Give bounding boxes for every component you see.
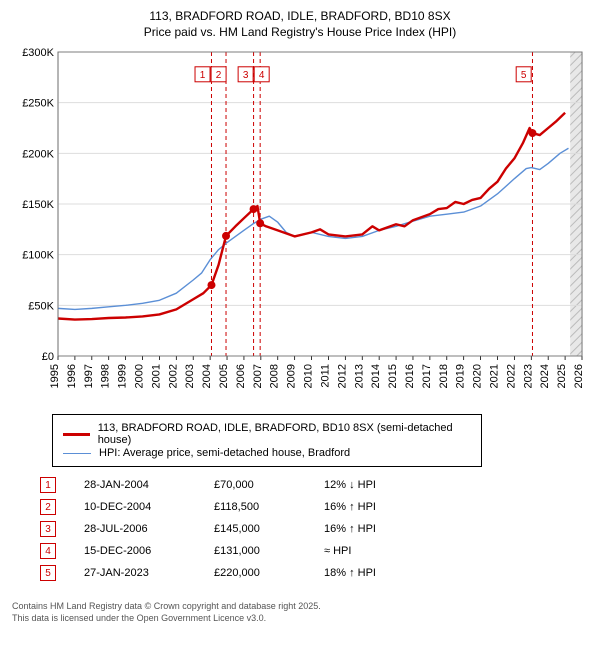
tx-price: £220,000 — [214, 567, 324, 579]
svg-text:1: 1 — [200, 70, 206, 81]
svg-text:2016: 2016 — [404, 364, 416, 388]
svg-text:2010: 2010 — [303, 364, 315, 388]
title-line-1: 113, BRADFORD ROAD, IDLE, BRADFORD, BD10… — [12, 8, 588, 24]
legend-swatch — [63, 433, 90, 436]
svg-text:2015: 2015 — [387, 364, 399, 388]
svg-text:£150K: £150K — [22, 199, 54, 211]
transaction-table: 1 28-JAN-2004£70,00012% ↓ HPI 2 10-DEC-2004… — [40, 477, 588, 581]
svg-text:2009: 2009 — [286, 364, 298, 388]
footer-line-2: This data is licensed under the Open Gov… — [12, 613, 600, 625]
legend-row: HPI: Average price, semi-detached house,… — [63, 447, 471, 459]
svg-text:2002: 2002 — [167, 364, 179, 388]
price-chart: £0 £50K £100K £150K £200K £250K £300K 1995 1996 1… — [12, 46, 588, 406]
svg-text:2012: 2012 — [336, 364, 348, 388]
svg-text:£300K: £300K — [22, 47, 54, 59]
tx-delta: 16% ↑ HPI — [324, 523, 444, 535]
tx-delta: ≈ HPI — [324, 545, 444, 557]
tx-price: £131,000 — [214, 545, 324, 557]
svg-text:1998: 1998 — [100, 364, 112, 388]
svg-text:2017: 2017 — [421, 364, 433, 388]
tx-marker: 1 — [40, 477, 56, 493]
svg-text:2007: 2007 — [252, 364, 264, 388]
svg-text:1995: 1995 — [49, 364, 61, 388]
tx-date: 28-JAN-2004 — [84, 479, 214, 491]
tx-price: £70,000 — [214, 479, 324, 491]
svg-text:5: 5 — [521, 70, 527, 81]
tx-date: 27-JAN-2023 — [84, 567, 214, 579]
svg-text:2024: 2024 — [539, 364, 551, 388]
tx-date: 10-DEC-2004 — [84, 501, 214, 513]
attribution-footer: Contains HM Land Registry data © Crown c… — [12, 601, 600, 624]
svg-text:2014: 2014 — [370, 364, 382, 388]
table-row: 4 15-DEC-2006£131,000≈ HPI — [40, 543, 588, 559]
svg-text:2003: 2003 — [184, 364, 196, 388]
tx-delta: 16% ↑ HPI — [324, 501, 444, 513]
svg-text:2004: 2004 — [201, 364, 213, 388]
tx-marker: 3 — [40, 521, 56, 537]
table-row: 1 28-JAN-2004£70,00012% ↓ HPI — [40, 477, 588, 493]
footer-line-1: Contains HM Land Registry data © Crown c… — [12, 601, 600, 613]
svg-text:2000: 2000 — [134, 364, 146, 388]
legend: 113, BRADFORD ROAD, IDLE, BRADFORD, BD10… — [52, 414, 482, 467]
table-row: 5 27-JAN-2023£220,00018% ↑ HPI — [40, 565, 588, 581]
svg-text:2023: 2023 — [522, 364, 534, 388]
svg-text:£50K: £50K — [28, 301, 54, 313]
tx-marker: 5 — [40, 565, 56, 581]
tx-price: £118,500 — [214, 501, 324, 513]
svg-text:£0: £0 — [42, 351, 54, 363]
svg-text:1996: 1996 — [66, 364, 78, 388]
table-row: 3 28-JUL-2006£145,00016% ↑ HPI — [40, 521, 588, 537]
tx-date: 28-JUL-2006 — [84, 523, 214, 535]
svg-text:2021: 2021 — [488, 364, 500, 388]
svg-text:2026: 2026 — [573, 364, 585, 388]
legend-swatch — [63, 453, 91, 454]
tx-marker: 2 — [40, 499, 56, 515]
svg-text:£200K: £200K — [22, 149, 54, 161]
svg-text:2005: 2005 — [218, 364, 230, 388]
svg-text:1997: 1997 — [83, 364, 95, 388]
title-line-2: Price paid vs. HM Land Registry's House … — [12, 24, 588, 40]
legend-label: HPI: Average price, semi-detached house,… — [99, 447, 350, 459]
svg-text:4: 4 — [259, 70, 265, 81]
tx-delta: 18% ↑ HPI — [324, 567, 444, 579]
svg-text:2006: 2006 — [235, 364, 247, 388]
svg-text:2025: 2025 — [556, 364, 568, 388]
chart-svg: £0 £50K £100K £150K £200K £250K £300K 1995 1996 1… — [12, 46, 588, 406]
svg-text:1999: 1999 — [117, 364, 129, 388]
svg-text:£250K: £250K — [22, 98, 54, 110]
legend-label: 113, BRADFORD ROAD, IDLE, BRADFORD, BD10… — [98, 422, 471, 446]
svg-text:2008: 2008 — [269, 364, 281, 388]
svg-text:2019: 2019 — [455, 364, 467, 388]
tx-price: £145,000 — [214, 523, 324, 535]
svg-text:3: 3 — [243, 70, 249, 81]
svg-text:2001: 2001 — [150, 364, 162, 388]
tx-delta: 12% ↓ HPI — [324, 479, 444, 491]
svg-text:2020: 2020 — [472, 364, 484, 388]
svg-text:2013: 2013 — [353, 364, 365, 388]
svg-text:2022: 2022 — [505, 364, 517, 388]
svg-text:2011: 2011 — [319, 364, 331, 388]
tx-marker: 4 — [40, 543, 56, 559]
table-row: 2 10-DEC-2004£118,50016% ↑ HPI — [40, 499, 588, 515]
legend-row: 113, BRADFORD ROAD, IDLE, BRADFORD, BD10… — [63, 422, 471, 446]
svg-text:£100K: £100K — [22, 250, 54, 262]
tx-date: 15-DEC-2006 — [84, 545, 214, 557]
svg-text:2018: 2018 — [438, 364, 450, 388]
svg-text:2: 2 — [216, 70, 222, 81]
